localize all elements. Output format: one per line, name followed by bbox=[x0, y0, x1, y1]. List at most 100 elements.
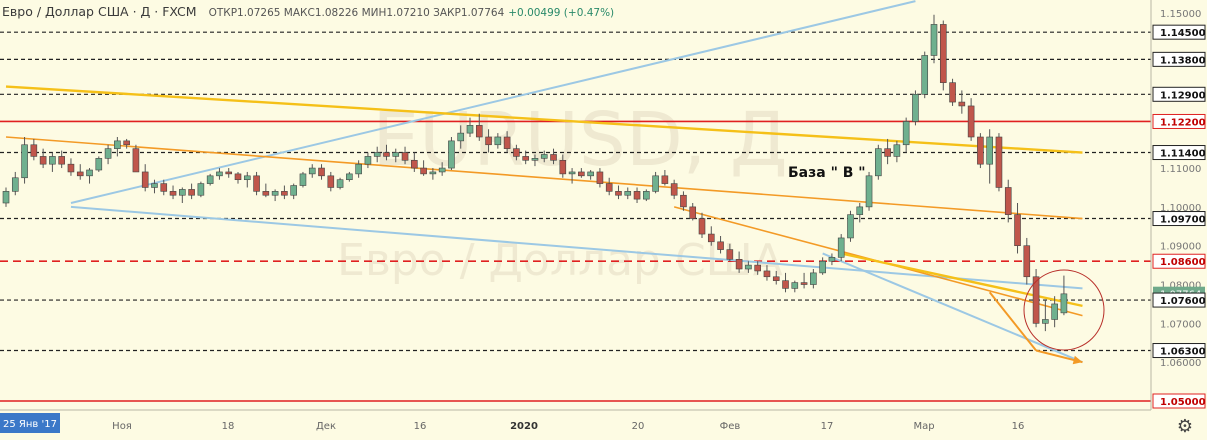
candle bbox=[503, 131, 511, 153]
candle bbox=[67, 158, 75, 176]
time-label: 2020 bbox=[510, 421, 538, 432]
candle bbox=[726, 243, 734, 262]
forecast-arrowhead bbox=[1072, 355, 1083, 365]
candle bbox=[884, 138, 891, 165]
annotations: База " В " bbox=[788, 165, 1105, 351]
svg-text:1.06300: 1.06300 bbox=[1160, 347, 1206, 358]
svg-text:1.10000: 1.10000 bbox=[1160, 203, 1201, 214]
candle bbox=[670, 179, 678, 200]
time-axis-background bbox=[0, 410, 1207, 440]
candle bbox=[939, 20, 947, 91]
svg-text:1.15000: 1.15000 bbox=[1160, 9, 1201, 20]
candle bbox=[522, 150, 529, 165]
chart-header: Евро / Доллар США · Д · FXCM ОТКР1.07265… bbox=[2, 4, 614, 19]
svg-text:1.11000: 1.11000 bbox=[1160, 164, 1201, 175]
candle bbox=[1051, 296, 1058, 328]
price-label: 1.06000 bbox=[1160, 358, 1201, 369]
candle bbox=[225, 168, 233, 178]
candle bbox=[707, 226, 715, 246]
svg-text:20: 20 bbox=[632, 421, 645, 432]
time-label: 17 bbox=[821, 421, 834, 432]
candle bbox=[401, 146, 409, 165]
candle bbox=[828, 253, 836, 266]
candle bbox=[624, 187, 632, 200]
candle bbox=[2, 187, 10, 207]
candle bbox=[420, 160, 427, 176]
price-label: 1.09000 bbox=[1160, 242, 1201, 253]
candle bbox=[457, 125, 465, 149]
candle bbox=[689, 203, 697, 221]
candle bbox=[596, 168, 604, 188]
candles bbox=[2, 14, 1068, 332]
candle bbox=[698, 212, 706, 238]
time-label: 20 bbox=[632, 421, 645, 432]
candle bbox=[680, 191, 687, 211]
time-label: 18 bbox=[222, 421, 235, 432]
time-axis[interactable]: 25 Янв '17 Ноя 18 Дек 16 2020 20 Фев 17 Мар 16 bbox=[0, 413, 1024, 433]
svg-text:1.12900: 1.12900 bbox=[1160, 90, 1206, 101]
time-label: Дек bbox=[316, 421, 336, 432]
svg-text:17: 17 bbox=[821, 421, 834, 432]
candle bbox=[485, 129, 492, 153]
candle bbox=[605, 177, 613, 196]
svg-text:1.08600: 1.08600 bbox=[1160, 257, 1206, 268]
price-axis[interactable]: 1.15000 1.14500 1.13800 1.12900 1.12200 1.114… bbox=[1152, 9, 1206, 409]
time-label: 16 bbox=[1012, 421, 1025, 432]
gear-icon[interactable]: ⚙ bbox=[1176, 416, 1193, 437]
orange-trend-line-0 bbox=[5, 136, 1083, 220]
price-label: 1.12200 bbox=[1152, 113, 1206, 129]
svg-text:25 Янв '17: 25 Янв '17 bbox=[3, 419, 57, 430]
candle bbox=[114, 137, 121, 157]
candle bbox=[633, 187, 641, 203]
candle bbox=[336, 177, 344, 190]
candle bbox=[383, 144, 390, 161]
price-label: 1.07600 bbox=[1152, 292, 1206, 308]
svg-text:1.13800: 1.13800 bbox=[1160, 55, 1206, 66]
price-label: 1.11000 bbox=[1160, 164, 1201, 175]
svg-text:16: 16 bbox=[1012, 421, 1025, 432]
time-label: Фев bbox=[720, 421, 741, 432]
candle bbox=[188, 183, 195, 200]
candle bbox=[271, 189, 279, 202]
candle bbox=[494, 133, 502, 149]
candle bbox=[123, 138, 130, 149]
candle bbox=[392, 148, 400, 163]
candle bbox=[587, 170, 594, 180]
price-label: 1.11400 bbox=[1152, 145, 1206, 161]
candle bbox=[1042, 300, 1049, 332]
svg-text:1.09700: 1.09700 bbox=[1160, 215, 1206, 226]
candle bbox=[21, 137, 28, 184]
candle bbox=[986, 129, 993, 184]
candle bbox=[540, 150, 548, 163]
time-label: Ноя bbox=[112, 421, 132, 432]
candle bbox=[967, 98, 975, 141]
ohlc-values: ОТКР1.07265 МАКС1.08226 МИН1.07210 ЗАКР1… bbox=[208, 7, 505, 19]
candle bbox=[837, 234, 845, 262]
candle bbox=[1032, 269, 1040, 328]
candle bbox=[104, 144, 112, 165]
candle bbox=[1014, 203, 1021, 254]
candle bbox=[921, 51, 929, 99]
candle bbox=[865, 171, 873, 211]
svg-text:1.12200: 1.12200 bbox=[1160, 117, 1206, 128]
candle bbox=[151, 179, 158, 194]
candle bbox=[346, 171, 353, 182]
candle bbox=[206, 173, 214, 186]
price-label: 1.10000 bbox=[1160, 203, 1201, 214]
svg-text:2020: 2020 bbox=[510, 421, 538, 432]
highlight-circle bbox=[1023, 269, 1105, 351]
candle bbox=[847, 210, 854, 242]
svg-text:1.07600: 1.07600 bbox=[1160, 296, 1206, 307]
time-label: Мар bbox=[913, 421, 934, 432]
price-label: 1.08000 bbox=[1160, 281, 1201, 292]
candle bbox=[652, 171, 659, 194]
level-lines bbox=[0, 31, 1151, 402]
svg-text:1.06000: 1.06000 bbox=[1160, 358, 1201, 369]
candle bbox=[930, 14, 938, 64]
candle bbox=[1023, 237, 1031, 285]
candle bbox=[299, 171, 307, 188]
candle bbox=[819, 257, 826, 275]
candle bbox=[86, 168, 93, 184]
candle bbox=[977, 133, 984, 169]
